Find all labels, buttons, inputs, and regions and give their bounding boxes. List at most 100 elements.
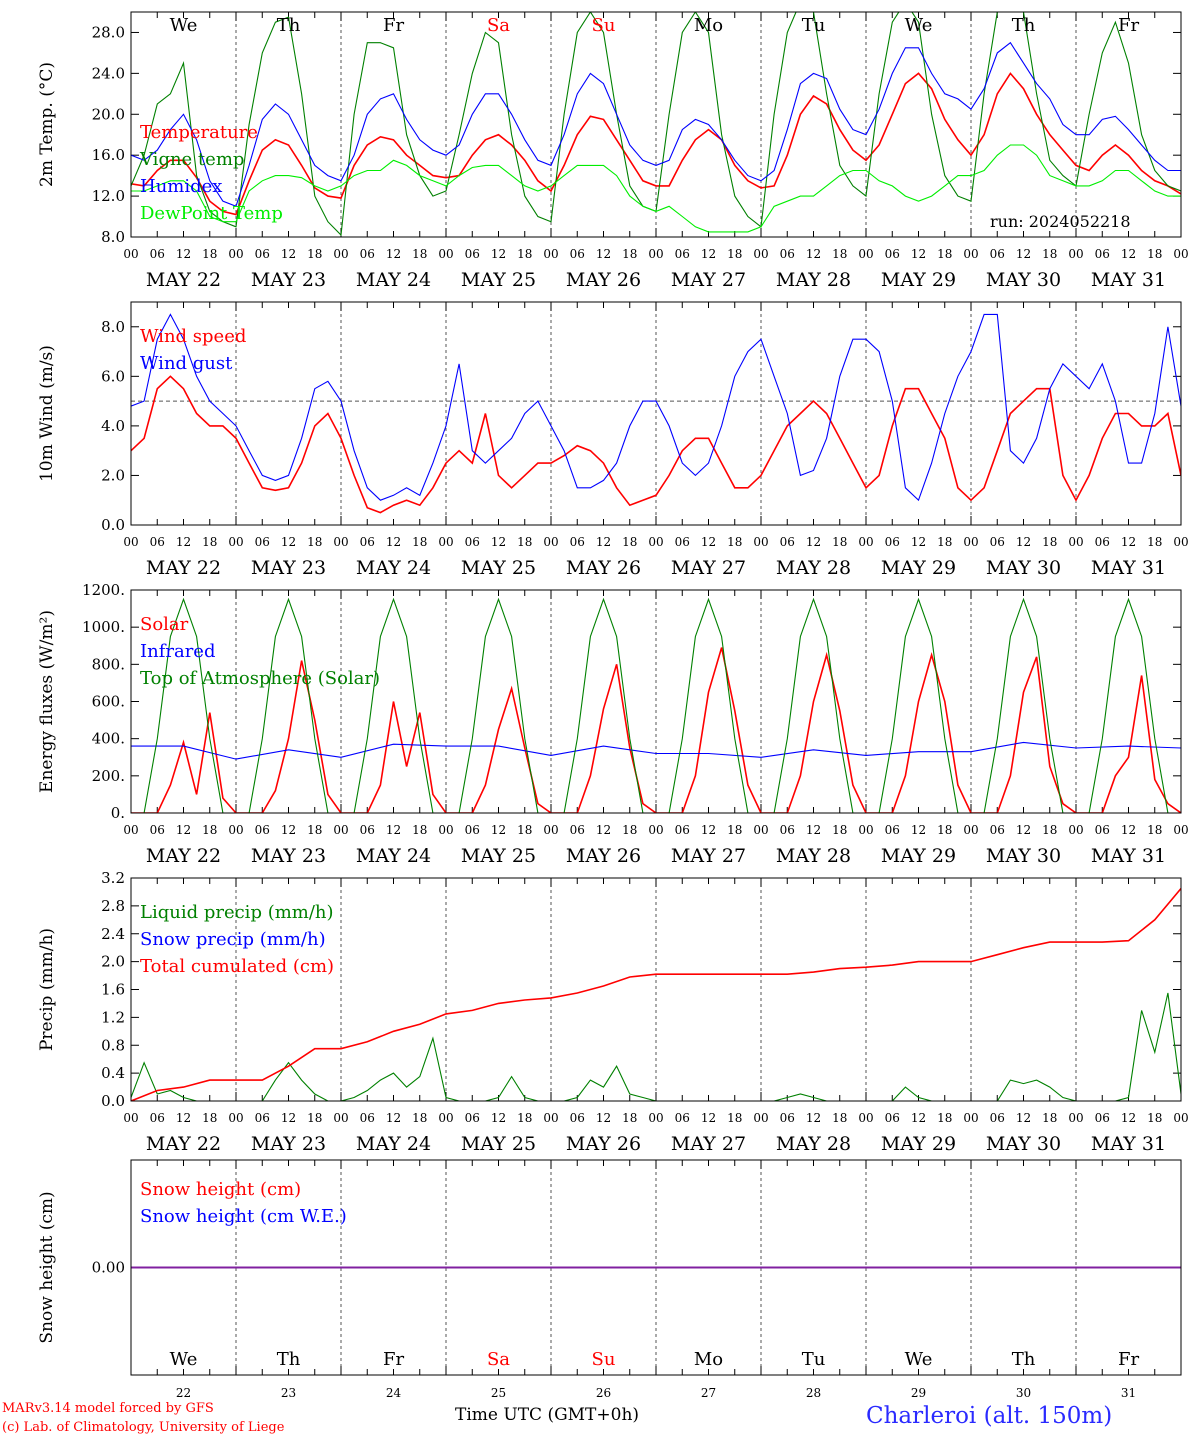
day-label: MAY 25: [461, 269, 536, 291]
panel-1: 8.0 12.0 16.0 20.0 24.0 28.0 Temperature Vigne …: [37, 11, 1189, 291]
y-tick-label: 1.2: [101, 1008, 125, 1026]
hour-tick-label: 12: [806, 1111, 821, 1125]
weekday-label: Fr: [383, 1349, 404, 1370]
hour-tick-label: 06: [465, 535, 480, 549]
day-label: MAY 27: [671, 557, 746, 579]
hour-tick-label: 00: [123, 247, 138, 261]
hour-tick-label: 00: [858, 823, 873, 837]
plot-frame: [130, 877, 1182, 1102]
hour-tick-label: 00: [648, 535, 663, 549]
series-line-top-of-atmosphere-solar: [131, 597, 1181, 813]
hour-tick-label: 00: [858, 1111, 873, 1125]
y-tick-label: 2.0: [101, 466, 125, 484]
hour-tick-label: 06: [570, 823, 585, 837]
day-label: MAY 23: [251, 269, 326, 291]
station-label: Charleroi (alt. 150m): [866, 1403, 1113, 1429]
hour-tick-label: 12: [1121, 823, 1136, 837]
day-label: MAY 22: [146, 845, 221, 867]
series-line-humidex: [131, 41, 1181, 208]
y-tick-label: 1200.: [82, 581, 125, 599]
hour-tick-label: 18: [517, 247, 532, 261]
weekday-label: Sa: [487, 1349, 510, 1370]
hour-tick-label: 06: [885, 247, 900, 261]
hour-tick-label: 06: [1095, 1111, 1110, 1125]
y-tick-label: 0.8: [101, 1036, 125, 1054]
legend-snow-precip-mm-h: Snow precip (mm/h): [140, 929, 326, 950]
hour-tick-label: 00: [753, 823, 768, 837]
weekday-label: We: [905, 15, 933, 36]
hour-tick-label: 00: [123, 823, 138, 837]
y-axis-label: 10m Wind (m/s): [37, 345, 57, 482]
hour-tick-label: 06: [150, 247, 165, 261]
hour-tick-label: 06: [780, 823, 795, 837]
hour-tick-label: 06: [885, 535, 900, 549]
plot-frame: [130, 589, 1182, 814]
run-label: run: 2024052218: [990, 212, 1131, 231]
hour-tick-label: 06: [990, 247, 1005, 261]
weekday-label: We: [170, 1349, 198, 1370]
hour-tick-label: 12: [1121, 1111, 1136, 1125]
series-line-liquid-precip-mm-h: [131, 992, 1181, 1101]
hour-tick-label: 06: [1095, 823, 1110, 837]
day-label: MAY 22: [146, 269, 221, 291]
hour-tick-label: 00: [543, 823, 558, 837]
hour-tick-label: 18: [517, 1111, 532, 1125]
weekday-label: Mo: [694, 1349, 723, 1370]
hour-tick-label: 00: [543, 535, 558, 549]
hour-tick-label: 00: [438, 1111, 453, 1125]
hour-tick-label: 12: [176, 247, 191, 261]
hour-tick-label: 12: [386, 1111, 401, 1125]
weekday-label: Su: [592, 15, 616, 36]
day-label: MAY 27: [671, 845, 746, 867]
hour-tick-label: 12: [701, 247, 716, 261]
hour-tick-label: 18: [622, 247, 637, 261]
hour-tick-label: 12: [596, 535, 611, 549]
day-label: MAY 27: [671, 269, 746, 291]
day-label: MAY 26: [566, 1133, 641, 1155]
hour-tick-label: 06: [990, 823, 1005, 837]
hour-tick-label: 00: [753, 535, 768, 549]
legend-snow-height-cm: Snow height (cm): [140, 1179, 301, 1200]
hour-tick-label: 00: [648, 247, 663, 261]
hour-tick-label: 06: [150, 823, 165, 837]
y-axis-label: Precip (mm/h): [37, 928, 57, 1051]
day-label: MAY 29: [881, 269, 956, 291]
hour-tick-label: 18: [832, 823, 847, 837]
y-tick-label: 400.: [92, 730, 125, 748]
day-label: MAY 30: [986, 1133, 1061, 1155]
legend-solar: Solar: [140, 614, 189, 635]
y-tick-label: 1.6: [101, 981, 125, 999]
hour-tick-label: 12: [1016, 247, 1031, 261]
hour-tick-label: 06: [990, 1111, 1005, 1125]
y-tick-label: 0.4: [101, 1064, 125, 1082]
hour-tick-label: 18: [727, 1111, 742, 1125]
panel-3: 0. 200. 400. 600. 800. 1000. 1200. Solar Infrare…: [37, 581, 1189, 867]
legend-humidex: Humidex: [140, 176, 222, 197]
day-label: MAY 30: [986, 845, 1061, 867]
hour-tick-label: 12: [1016, 823, 1031, 837]
y-tick-label: 0.0: [101, 1092, 125, 1110]
hour-tick-label: 00: [333, 535, 348, 549]
day-label: MAY 24: [356, 557, 431, 579]
day-number-label: 27: [701, 1386, 716, 1400]
hour-tick-label: 12: [1121, 247, 1136, 261]
hour-tick-label: 18: [307, 247, 322, 261]
hour-tick-label: 18: [1147, 823, 1162, 837]
hour-tick-label: 12: [911, 535, 926, 549]
hour-tick-label: 12: [806, 823, 821, 837]
hour-tick-label: 00: [228, 247, 243, 261]
plot-frame: [130, 1159, 1182, 1376]
day-label: MAY 25: [461, 845, 536, 867]
hour-tick-label: 12: [491, 823, 506, 837]
legend-liquid-precip-mm-h: Liquid precip (mm/h): [140, 902, 334, 923]
hour-tick-label: 12: [1016, 1111, 1031, 1125]
hour-tick-label: 06: [1095, 535, 1110, 549]
weekday-label: Th: [1012, 15, 1036, 36]
hour-tick-label: 12: [176, 1111, 191, 1125]
hour-tick-label: 12: [176, 535, 191, 549]
legend-wind-speed: Wind speed: [140, 326, 246, 347]
legend-temperature: Temperature: [140, 122, 258, 143]
day-label: MAY 28: [776, 269, 851, 291]
hour-tick-label: 18: [307, 1111, 322, 1125]
hour-tick-label: 18: [622, 823, 637, 837]
